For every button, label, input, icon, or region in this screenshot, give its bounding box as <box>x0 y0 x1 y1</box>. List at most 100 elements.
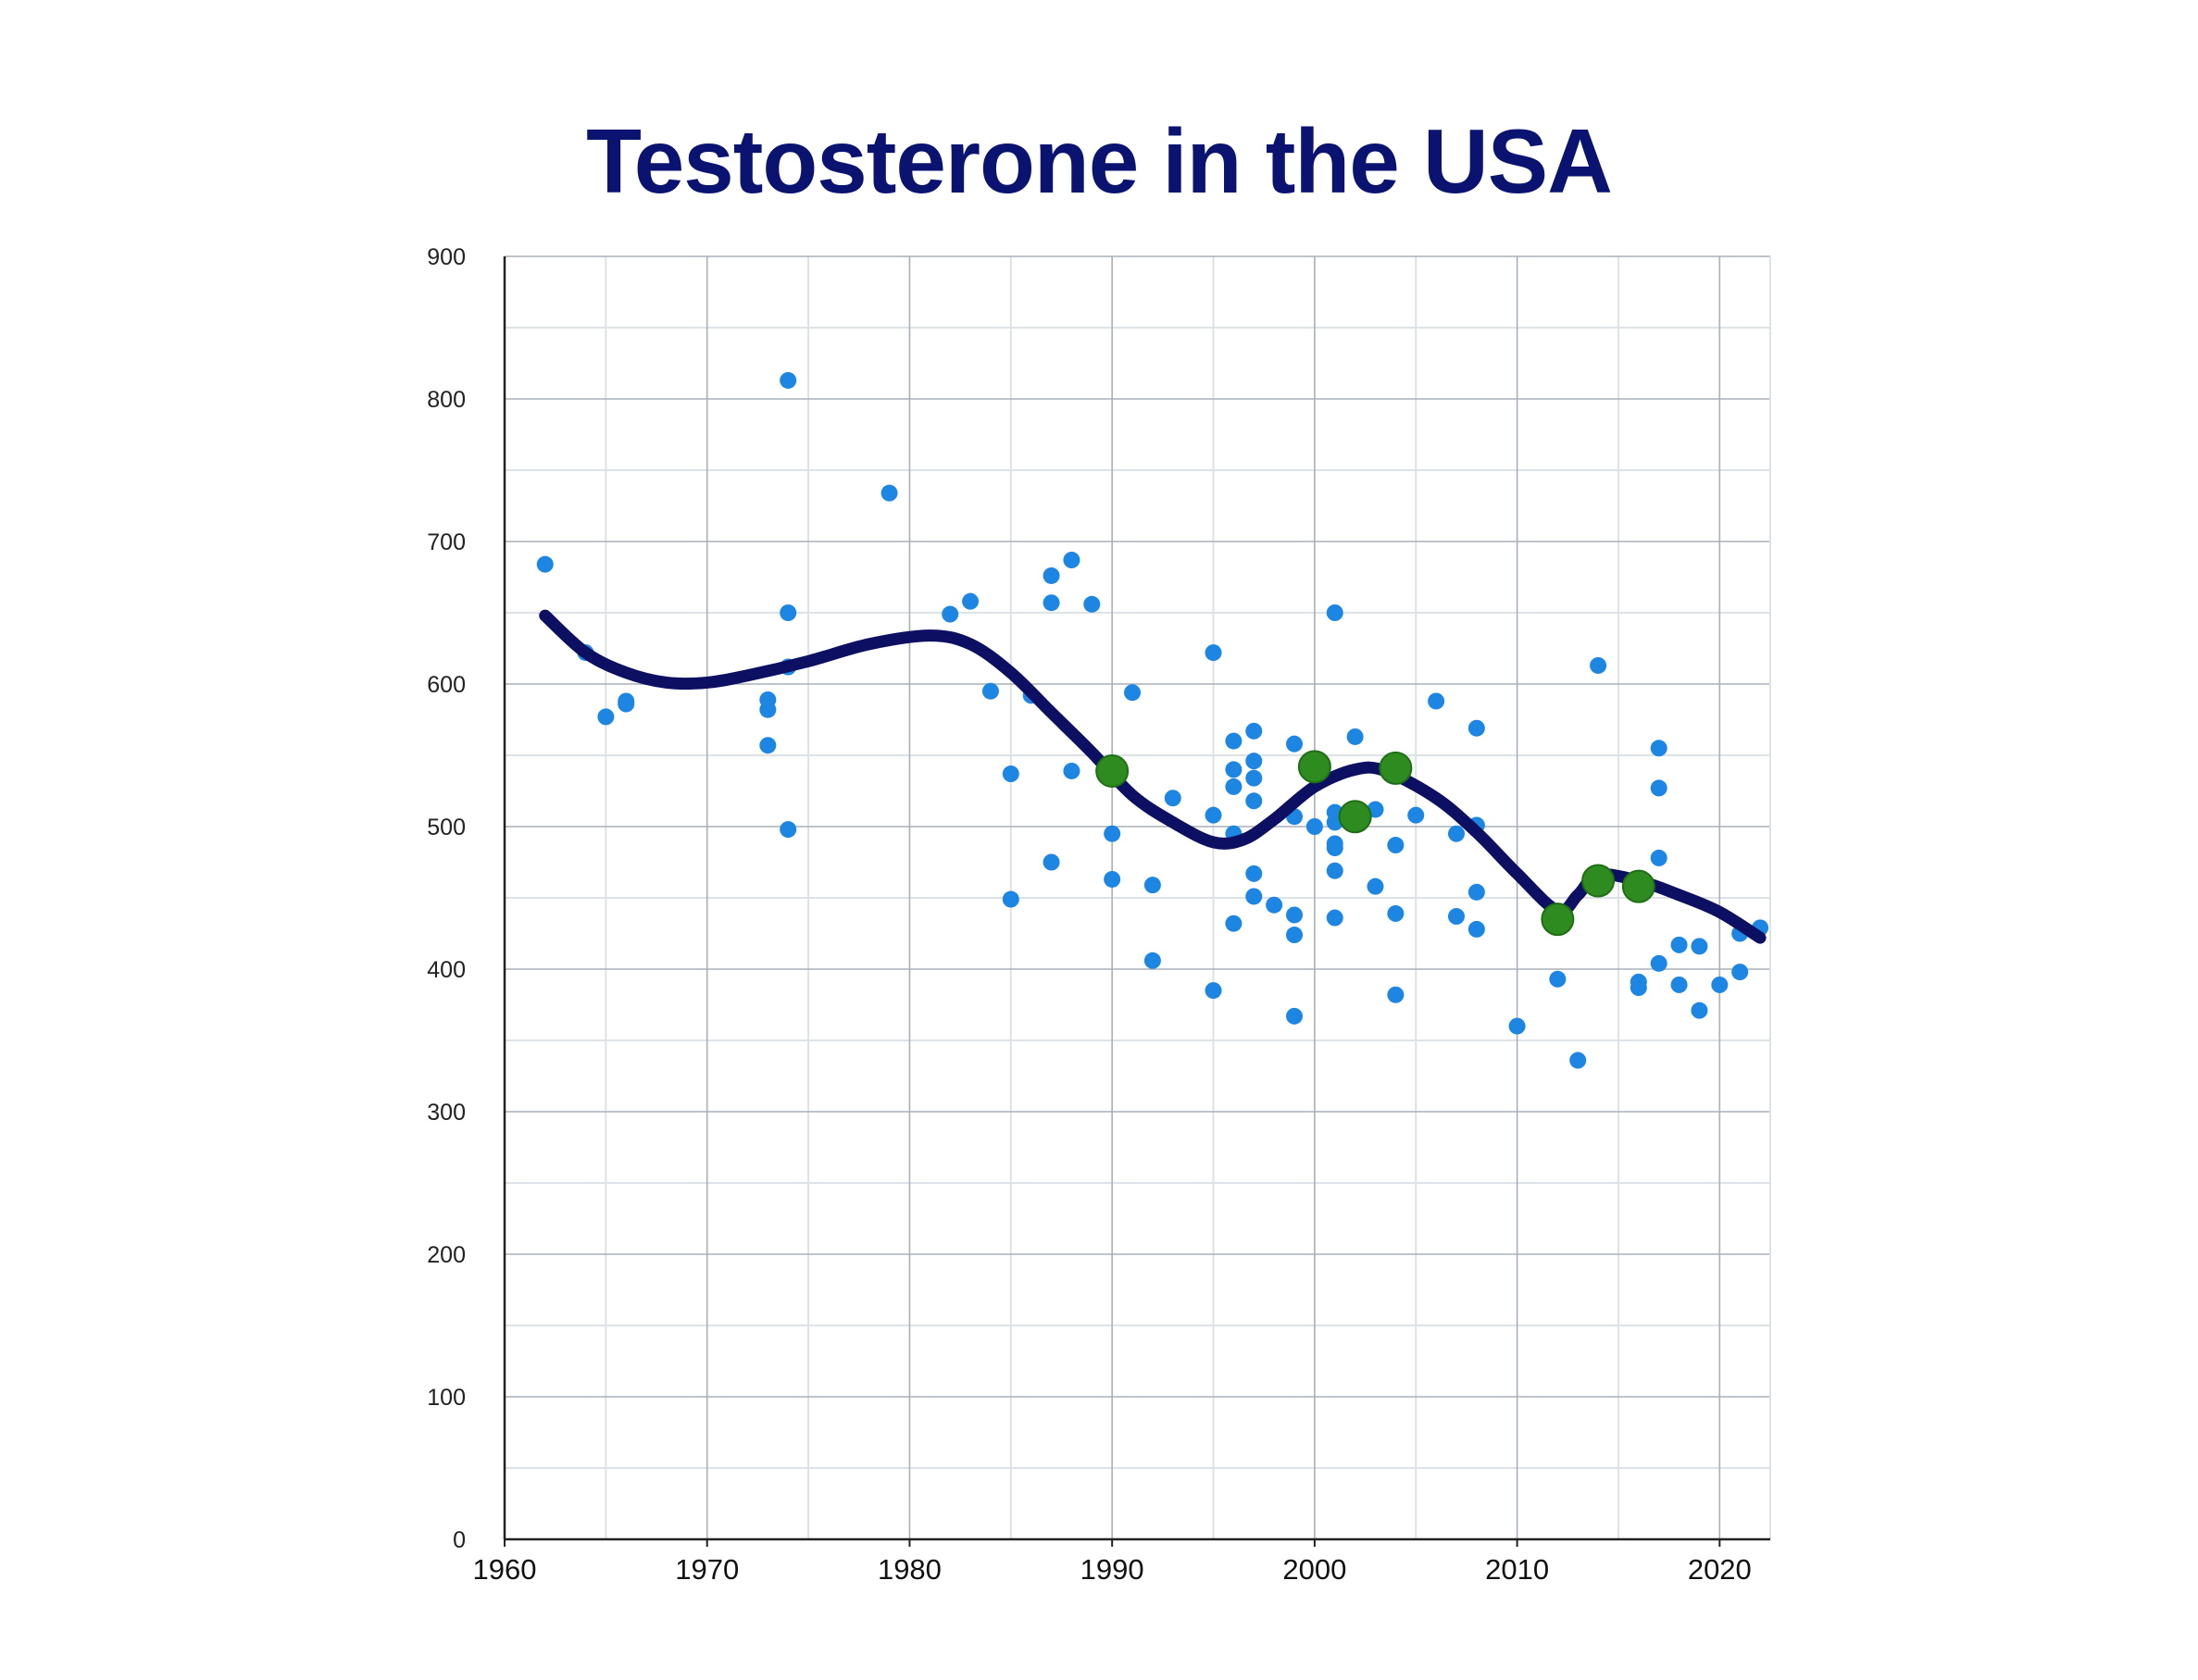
data-point <box>1670 936 1688 953</box>
major-gridlines <box>505 255 1771 1539</box>
data-point <box>1164 790 1181 807</box>
data-point <box>1245 769 1263 787</box>
data-point <box>1124 684 1142 702</box>
y-tick-label: 900 <box>427 244 466 270</box>
data-point <box>962 592 980 610</box>
data-point <box>1650 954 1667 972</box>
data-point <box>1326 604 1343 621</box>
data-point <box>1245 753 1263 770</box>
axes <box>503 256 1770 1541</box>
y-tick-label: 0 <box>453 1527 466 1553</box>
data-point <box>1104 870 1121 888</box>
data-point <box>1245 722 1263 740</box>
data-point <box>1508 1017 1526 1035</box>
data-point <box>1387 986 1405 1003</box>
data-point <box>780 604 797 621</box>
data-point <box>1205 644 1222 662</box>
data-point <box>1225 761 1243 778</box>
highlighted-data-point <box>1338 800 1372 834</box>
data-point <box>1650 740 1667 757</box>
data-point <box>1143 877 1161 894</box>
y-tick-label: 100 <box>427 1385 466 1411</box>
y-tick-label: 600 <box>427 672 466 698</box>
data-point <box>780 821 797 839</box>
y-axis-ticks: 0 100 200 300 400 500 600 700 800 900 <box>427 244 466 1553</box>
y-tick-label: 500 <box>427 815 466 840</box>
x-axis-ticks: 1960 1970 1980 1990 2000 2010 2020 <box>473 1539 1752 1586</box>
data-point <box>1245 888 1263 905</box>
data-point <box>1205 806 1222 824</box>
data-point <box>1467 719 1485 737</box>
data-point <box>1002 765 1019 783</box>
x-tick-label: 2020 <box>1688 1553 1752 1586</box>
highlighted-data-point <box>1297 750 1331 784</box>
data-point <box>597 708 615 726</box>
data-point <box>1387 904 1405 922</box>
data-point <box>1590 656 1607 674</box>
data-point <box>1043 853 1060 871</box>
y-tick-label: 700 <box>427 529 466 555</box>
data-point <box>1569 1052 1587 1069</box>
highlighted-points <box>1095 750 1655 937</box>
data-point <box>1670 976 1688 993</box>
data-point <box>1205 982 1222 1000</box>
trend-line-group <box>539 609 1767 944</box>
x-tick-label: 1960 <box>473 1553 537 1586</box>
data-point <box>1266 896 1283 914</box>
y-tick-label: 200 <box>427 1242 466 1268</box>
data-point <box>1387 837 1405 854</box>
highlighted-data-point <box>1095 753 1130 788</box>
x-tick-label: 2010 <box>1485 1553 1549 1586</box>
data-point <box>1002 890 1019 908</box>
data-point <box>618 695 635 713</box>
data-point <box>880 484 898 502</box>
data-point <box>1326 862 1343 879</box>
data-point <box>1731 964 1749 981</box>
data-point <box>1305 818 1323 835</box>
data-point <box>1286 927 1304 944</box>
data-point <box>1691 938 1708 955</box>
data-point <box>536 555 554 573</box>
data-point <box>1286 1007 1304 1025</box>
data-point <box>1650 849 1667 866</box>
data-point <box>1467 883 1485 901</box>
y-tick-label: 400 <box>427 957 466 983</box>
x-tick-label: 2000 <box>1282 1553 1346 1586</box>
y-tick-label: 800 <box>427 387 466 413</box>
data-point <box>1650 779 1667 797</box>
y-tick-label: 300 <box>427 1100 466 1126</box>
scatter-points <box>536 371 1769 1069</box>
data-point <box>1225 778 1243 795</box>
data-point <box>1286 906 1304 924</box>
highlighted-data-point <box>1621 869 1655 903</box>
highlighted-data-point <box>1581 864 1616 898</box>
data-point <box>1043 594 1060 612</box>
data-point <box>1549 970 1567 988</box>
data-point <box>1407 806 1425 824</box>
chart-title: Testosterone in the USA <box>586 110 1613 212</box>
data-point <box>1447 908 1465 926</box>
data-point <box>1326 909 1343 927</box>
data-point <box>1083 595 1101 613</box>
data-point <box>1225 915 1243 932</box>
highlighted-data-point <box>1379 751 1413 785</box>
data-point <box>1104 825 1121 842</box>
data-point <box>780 371 797 389</box>
x-tick-label: 1990 <box>1080 1553 1144 1586</box>
data-point <box>759 701 777 718</box>
data-point <box>1447 825 1465 842</box>
highlighted-data-point <box>1541 902 1575 937</box>
data-point <box>981 682 999 700</box>
data-point <box>1245 792 1263 810</box>
trend-line <box>539 609 1767 944</box>
data-point <box>1063 552 1080 569</box>
data-point <box>1346 728 1364 745</box>
data-point <box>1467 920 1485 938</box>
data-point <box>1225 732 1243 750</box>
data-point <box>942 605 959 623</box>
x-tick-label: 1970 <box>675 1553 739 1586</box>
data-point <box>1063 762 1080 779</box>
data-point <box>1691 1002 1708 1019</box>
data-point <box>1711 976 1729 993</box>
